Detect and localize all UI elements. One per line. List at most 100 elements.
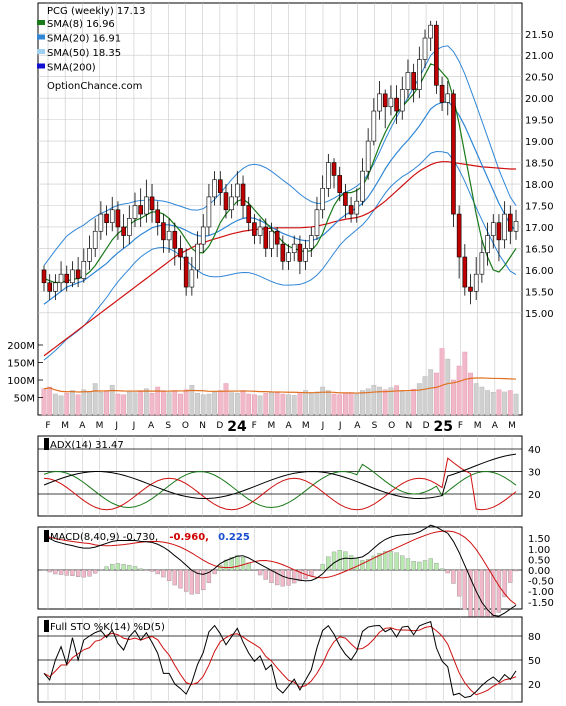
candle-body [240,183,246,206]
macd-histogram-bar [240,557,246,571]
candle-body [365,140,371,172]
candle-body [445,93,451,103]
macd-histogram-bar [70,569,75,576]
legend: SMA(8) 16.96 SMA(20) 16.91 SMA(50) 18.35 SM… [37,19,121,74]
macd-histogram-bar [275,569,280,586]
volume-bar [291,395,297,416]
candle-body [75,269,81,279]
volume-bar [269,391,274,416]
volume-average-line [43,377,517,394]
macd-histogram-bar [252,569,257,571]
adx-plus-di-line [43,463,517,509]
macd-histogram-bar [127,565,132,571]
lower-band-line [43,151,517,361]
volume-bar [416,383,422,416]
volume-bar [377,386,382,416]
candle-body [439,84,445,103]
candle-body [360,170,365,202]
sto-d-line [43,625,517,696]
volume-bar [166,392,172,416]
macd-histogram-bar [110,563,115,571]
legend-entry: SMA(20) 16.91 [47,34,121,45]
x-tick-label: D [216,421,223,431]
macd-histogram-bar [320,564,325,571]
macd-histogram-bar [377,552,382,571]
candle-body [206,196,212,228]
volume-bar [405,391,411,416]
candle-body [166,230,172,241]
price-tick-label: 21.00 [525,51,554,62]
volume-bar [365,388,371,416]
volume-bar [81,389,87,416]
macd-histogram-bar [331,551,337,571]
candle-body [161,222,166,241]
volume-bar [320,386,326,416]
candle-body [229,196,234,211]
macd-histogram-bar [104,566,109,571]
macd-histogram-bar [98,569,104,571]
candle-body [417,59,422,90]
volume-bar [331,393,337,416]
volume-bar [252,394,257,416]
candle-body [189,269,195,288]
volume-bar [433,372,439,416]
macd-tick-label: 0.00 [528,566,550,577]
price-panel: 15.00 15.50 16.00 16.50 17.00 17.50 18.00 18.50… [7,2,554,416]
x-tick-label: A [492,421,499,431]
macd-histogram-bar [144,569,149,571]
candle-body [92,230,98,249]
candle-body [348,205,354,215]
volume-bar [161,390,166,416]
x-tick-label: M [61,421,69,431]
x-tick-label: J [114,421,118,431]
x-tick-label: A [148,421,155,431]
macd-histogram-bar [292,569,297,584]
candle-body [104,213,109,223]
candle-body [121,226,126,236]
macd-histogram-bar [235,555,240,571]
candle-body [144,196,149,215]
volume-tick-label: 200M [7,341,35,352]
volume-bar [183,389,189,416]
volume-bar [445,358,451,416]
macd-label: MACD(8,40,9) -0.730, -0.960, 0.225 [50,532,250,543]
macd-histogram-bar [439,568,445,571]
volume-bar [422,376,428,416]
x-axis: F M A M J J A S O N D 24 F M A M J J A S O N D 25 F M A M [45,419,515,435]
volume-bar [87,391,92,416]
macd-tick-label: 0.50 [528,555,550,566]
macd-histogram-bar [417,561,422,571]
candle-body [479,252,485,275]
candle-body [451,93,456,215]
price-tick-label: 15.00 [525,309,554,320]
volume-bar [388,387,394,416]
x-tick-label: J [338,421,342,431]
macd-histogram-bar [53,569,58,575]
macd-histogram-bar [309,569,314,577]
volume-axis: 50M 100M 150M 200M [7,341,43,405]
price-tick-label: 18.50 [525,159,554,170]
volume-bar [132,392,138,416]
volume-bar [52,393,58,416]
volume-bar [314,391,320,416]
volume-bar [206,393,212,416]
candle-body [280,243,286,262]
candle-body [235,183,240,198]
candle-body [291,243,297,254]
macd-histogram-bar [365,559,371,571]
macd-histogram-bar [462,569,467,610]
volume-bar [371,385,377,416]
candle-body [331,162,337,176]
x-tick-label: 25 [434,419,453,435]
macd-histogram-bar [422,560,428,571]
adx-axis: 20 30 40 [528,445,541,501]
x-tick-label: O [182,421,189,431]
legend-swatch [37,63,45,69]
volume-tick-label: 50M [14,394,35,405]
macd-histogram-bar [388,551,394,571]
volume-bar [360,390,365,416]
volume-bar [286,394,291,416]
macd-histogram-bar [456,569,462,597]
price-tick-label: 16.50 [525,244,554,255]
candle-body [41,269,47,284]
